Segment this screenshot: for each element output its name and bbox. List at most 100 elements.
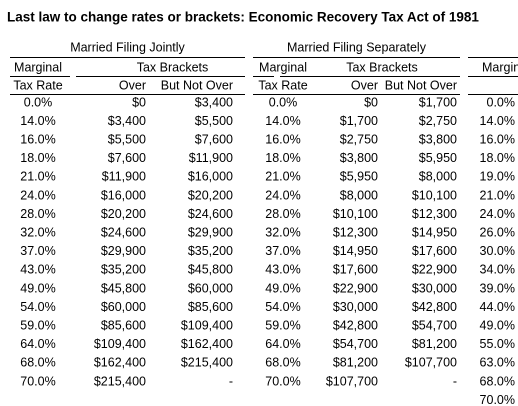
not-over-cell: $85,600 xyxy=(188,300,233,314)
column-header: Tax Brackets xyxy=(346,60,418,74)
over-cell: $3,800 xyxy=(340,151,378,165)
over-cell: $20,200 xyxy=(101,207,146,221)
rate-cell: 64.0% xyxy=(265,337,300,351)
column-header: Tax Rate xyxy=(258,78,307,92)
rate-cell: 49.0% xyxy=(480,318,515,332)
rate-cell: 32.0% xyxy=(20,225,55,239)
over-cell: $30,000 xyxy=(333,300,378,314)
not-over-cell: $20,200 xyxy=(188,188,233,202)
column-header: Tax Brackets xyxy=(137,60,209,74)
rate-cell: 0.0% xyxy=(269,95,298,109)
over-cell: $35,200 xyxy=(101,263,146,277)
not-over-cell: - xyxy=(453,374,457,388)
over-cell: $81,200 xyxy=(333,356,378,370)
over-cell: $0 xyxy=(364,95,378,109)
over-cell: $10,100 xyxy=(333,207,378,221)
over-cell: $2,750 xyxy=(340,132,378,146)
over-cell: $107,700 xyxy=(326,374,378,388)
not-over-cell: $2,750 xyxy=(419,114,457,128)
not-over-cell: $11,900 xyxy=(189,151,233,165)
not-over-cell: $1,700 xyxy=(419,95,457,109)
group-header: Married Filing Jointly xyxy=(70,40,185,54)
not-over-cell: $24,600 xyxy=(188,207,233,221)
rate-cell: 21.0% xyxy=(480,188,515,202)
not-over-cell: $162,400 xyxy=(181,337,233,351)
over-cell: $8,000 xyxy=(340,188,378,202)
not-over-cell: $81,200 xyxy=(412,337,457,351)
over-cell: $162,400 xyxy=(94,356,146,370)
column-header: Marginal xyxy=(14,60,62,74)
not-over-cell: - xyxy=(229,374,233,388)
rate-cell: 30.0% xyxy=(480,244,515,258)
rate-cell: 14.0% xyxy=(265,114,300,128)
group-header: Married Filing Separately xyxy=(287,40,427,54)
not-over-cell: $14,950 xyxy=(412,225,457,239)
rate-cell: 49.0% xyxy=(265,281,300,295)
column-header: Marginal xyxy=(482,60,518,74)
rate-cell: 37.0% xyxy=(20,244,55,258)
rate-cell: 49.0% xyxy=(20,281,55,295)
over-cell: $17,600 xyxy=(333,263,378,277)
rate-cell: 18.0% xyxy=(20,151,55,165)
rate-cell: 0.0% xyxy=(487,95,516,109)
not-over-cell: $3,400 xyxy=(195,95,233,109)
rate-cell: 68.0% xyxy=(480,374,515,388)
not-over-cell: $29,900 xyxy=(188,225,233,239)
not-over-cell: $42,800 xyxy=(412,300,457,314)
over-cell: $29,900 xyxy=(101,244,146,258)
over-cell: $5,500 xyxy=(108,132,146,146)
over-cell: $60,000 xyxy=(101,300,146,314)
rate-cell: 64.0% xyxy=(20,337,55,351)
rate-cell: 39.0% xyxy=(480,281,515,295)
rate-cell: 16.0% xyxy=(20,132,55,146)
rate-cell: 68.0% xyxy=(265,356,300,370)
rate-cell: 24.0% xyxy=(480,207,515,221)
rate-cell: 43.0% xyxy=(265,263,300,277)
rate-cell: 70.0% xyxy=(480,393,515,406)
rate-cell: 44.0% xyxy=(480,300,515,314)
not-over-cell: $109,400 xyxy=(181,318,233,332)
rate-cell: 26.0% xyxy=(480,225,515,239)
column-header: Marginal xyxy=(259,60,307,74)
over-cell: $215,400 xyxy=(94,374,146,388)
over-cell: $5,950 xyxy=(340,170,378,184)
not-over-cell: $107,700 xyxy=(405,356,457,370)
not-over-cell: $7,600 xyxy=(195,132,233,146)
rate-cell: 18.0% xyxy=(480,151,515,165)
column-header: Over xyxy=(119,78,146,92)
title: Last law to change rates or brackets: Ec… xyxy=(7,10,479,25)
rate-cell: 21.0% xyxy=(265,170,300,184)
not-over-cell: $10,100 xyxy=(412,188,457,202)
over-cell: $24,600 xyxy=(101,225,146,239)
rate-cell: 14.0% xyxy=(20,114,55,128)
rate-cell: 14.0% xyxy=(480,114,515,128)
rate-cell: 24.0% xyxy=(265,188,300,202)
rate-cell: 16.0% xyxy=(480,132,515,146)
column-header: Over xyxy=(351,78,378,92)
rate-cell: 28.0% xyxy=(20,207,55,221)
rate-cell: 54.0% xyxy=(265,300,300,314)
rate-cell: 32.0% xyxy=(265,225,300,239)
rate-cell: 59.0% xyxy=(20,318,55,332)
not-over-cell: $5,950 xyxy=(419,151,457,165)
not-over-cell: $30,000 xyxy=(412,281,457,295)
over-cell: $16,000 xyxy=(101,188,146,202)
not-over-cell: $16,000 xyxy=(188,170,233,184)
column-header: Tax Rate xyxy=(13,78,62,92)
over-cell: $3,400 xyxy=(108,114,146,128)
over-cell: $0 xyxy=(132,95,146,109)
over-cell: $54,700 xyxy=(333,337,378,351)
over-cell: $85,600 xyxy=(101,318,146,332)
not-over-cell: $45,800 xyxy=(188,263,233,277)
over-cell: $22,900 xyxy=(333,281,378,295)
rate-cell: 21.0% xyxy=(20,170,55,184)
rate-cell: 70.0% xyxy=(20,374,55,388)
not-over-cell: $8,000 xyxy=(419,170,457,184)
over-cell: $7,600 xyxy=(108,151,146,165)
over-cell: $45,800 xyxy=(101,281,146,295)
not-over-cell: $54,700 xyxy=(412,318,457,332)
rate-cell: 63.0% xyxy=(480,356,515,370)
rate-cell: 59.0% xyxy=(265,318,300,332)
rate-cell: 28.0% xyxy=(265,207,300,221)
rate-cell: 19.0% xyxy=(480,170,515,184)
